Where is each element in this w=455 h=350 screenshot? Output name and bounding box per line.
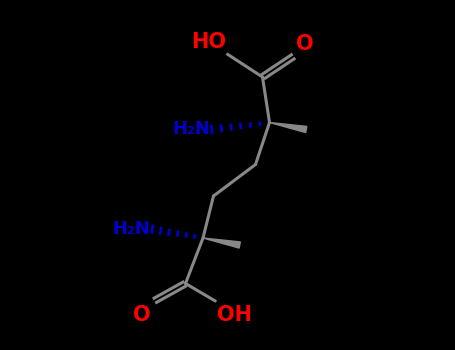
Text: O: O <box>296 34 313 54</box>
Text: H₂N: H₂N <box>113 220 151 238</box>
Text: O: O <box>133 305 151 325</box>
Polygon shape <box>269 122 307 133</box>
Text: OH: OH <box>217 305 252 325</box>
Polygon shape <box>203 238 240 248</box>
Text: H₂N: H₂N <box>172 120 210 139</box>
Text: HO: HO <box>191 33 226 52</box>
